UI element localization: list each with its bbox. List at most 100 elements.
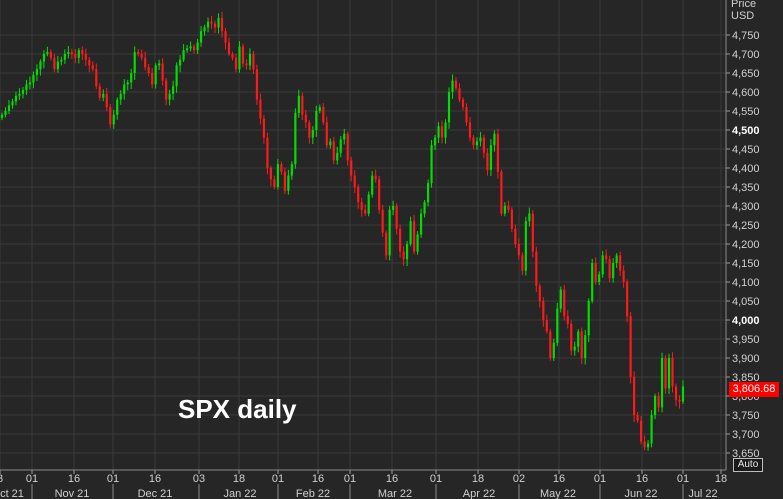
last-price-badge: 3,806.68: [729, 382, 779, 397]
y-tick-label: 4,750: [732, 30, 760, 42]
candle-body: [332, 141, 335, 161]
x-day-label: 18: [472, 473, 484, 485]
candle-body: [489, 145, 493, 170]
y-tick-label: 4,700: [732, 49, 760, 61]
candle: [63, 49, 66, 64]
candle: [538, 283, 541, 308]
candle: [447, 87, 451, 129]
candle-body: [650, 415, 653, 444]
candle: [545, 314, 548, 334]
candle: [629, 312, 632, 384]
y-tick-label: 3,850: [732, 372, 760, 384]
candle: [77, 47, 80, 64]
candle: [392, 200, 395, 216]
candle: [18, 88, 21, 100]
candle-body: [378, 179, 381, 210]
candle-body: [105, 93, 108, 108]
candle: [238, 41, 241, 73]
candle: [81, 46, 84, 61]
candle-body: [538, 285, 541, 301]
candle-body: [419, 213, 423, 235]
candle-body: [7, 105, 11, 111]
candle-body: [199, 31, 203, 43]
x-day-label: 01: [594, 473, 606, 485]
candle: [161, 58, 164, 86]
candle: [0, 112, 4, 121]
candle-body: [430, 145, 433, 184]
x-month-label: Mar 22: [378, 488, 412, 499]
candle-body: [496, 133, 499, 172]
candle-body: [175, 65, 178, 87]
candle: [608, 255, 611, 283]
candle-body: [643, 441, 646, 448]
candle: [49, 49, 52, 61]
candle-body: [252, 54, 255, 70]
y-tick-label: 4,150: [732, 258, 760, 270]
candle-body: [276, 164, 279, 187]
candle-body: [619, 255, 622, 271]
chart-title: SPX daily: [178, 394, 297, 424]
candle-body: [14, 95, 18, 102]
candle: [210, 16, 213, 29]
candle: [206, 17, 210, 33]
candle: [133, 46, 136, 80]
candle-body: [39, 61, 42, 70]
candle: [11, 98, 14, 109]
candle-body: [542, 301, 545, 320]
candle: [318, 104, 321, 114]
candle-body: [482, 137, 486, 153]
candle-body: [510, 209, 513, 229]
candle: [168, 89, 171, 106]
candle-body: [381, 209, 384, 233]
candle-body: [119, 93, 122, 100]
candle-body: [353, 175, 356, 187]
grid-lines: [0, 0, 726, 470]
x-month-label: Jan 22: [223, 488, 256, 499]
candle: [605, 249, 608, 263]
candle: [521, 252, 524, 276]
candle: [346, 131, 349, 166]
candle-body: [172, 86, 175, 94]
candle: [32, 71, 35, 89]
auto-scale-button[interactable]: Auto: [733, 458, 763, 472]
candle: [109, 103, 112, 129]
candle: [619, 251, 622, 276]
candle-body: [234, 57, 238, 70]
candle-body: [308, 122, 311, 138]
y-axis-label-line2: USD: [731, 10, 754, 22]
candle-body: [123, 84, 126, 94]
candle: [563, 285, 566, 321]
candle-body: [395, 206, 398, 229]
candle: [615, 253, 618, 268]
candle-body: [241, 46, 245, 64]
candle-body: [4, 111, 7, 115]
candle: [39, 59, 42, 76]
x-day-label: 18: [233, 473, 245, 485]
candle-body: [133, 52, 136, 73]
candle-body: [56, 61, 59, 70]
candle: [479, 131, 482, 147]
candle: [259, 93, 262, 125]
candle-body: [336, 152, 339, 161]
candle: [95, 63, 98, 89]
candle: [419, 208, 423, 238]
candle-body: [81, 50, 84, 54]
candle-body: [151, 73, 154, 85]
candle: [192, 44, 196, 54]
candle: [531, 210, 534, 258]
candle-body: [660, 358, 664, 408]
candle-body: [18, 93, 21, 96]
x-month-label: ct 21: [0, 488, 24, 499]
candle-body: [636, 415, 639, 421]
y-tick-label: 3,750: [732, 410, 760, 422]
candle: [88, 57, 91, 73]
candle-body: [608, 259, 611, 279]
candle: [273, 175, 276, 190]
candle-body: [140, 54, 143, 58]
candle: [454, 77, 458, 91]
candle: [151, 68, 154, 89]
candle-body: [213, 23, 217, 28]
candle-body: [440, 126, 444, 138]
candle-body: [503, 206, 506, 214]
